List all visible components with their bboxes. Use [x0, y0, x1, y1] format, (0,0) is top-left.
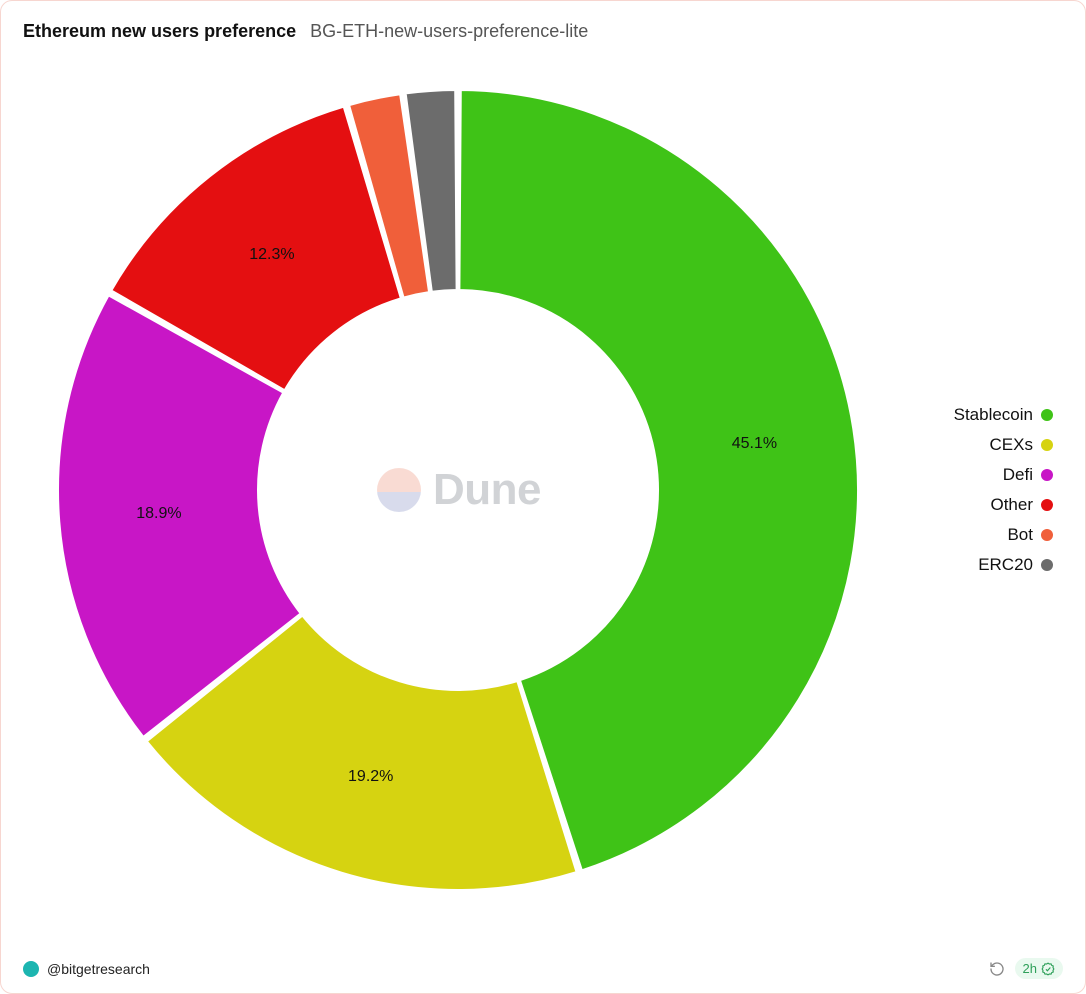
legend-item[interactable]: Bot [901, 525, 1063, 545]
legend-label: Stablecoin [954, 405, 1033, 425]
slice-label: 45.1% [732, 435, 777, 452]
author-avatar-icon [23, 961, 39, 977]
legend-swatch-icon [1041, 529, 1053, 541]
legend-label: Bot [1007, 525, 1033, 545]
card-footer: @bitgetresearch 2h [23, 958, 1063, 979]
legend: Stablecoin CEXs Defi Other Bot ERC20 [893, 405, 1063, 575]
freshness-badge[interactable]: 2h [1015, 958, 1063, 979]
slice-label: 12.3% [249, 246, 294, 263]
legend-swatch-icon [1041, 409, 1053, 421]
check-badge-icon [1041, 962, 1055, 976]
footer-actions: 2h [989, 958, 1063, 979]
legend-swatch-icon [1041, 499, 1053, 511]
freshness-text: 2h [1023, 961, 1037, 976]
slice-label: 18.9% [136, 505, 181, 522]
legend-label: Defi [1003, 465, 1033, 485]
legend-item[interactable]: Other [901, 495, 1063, 515]
donut-svg: 45.1% 19.2% 18.9% 12.3% [28, 60, 888, 920]
legend-swatch-icon [1041, 469, 1053, 481]
legend-label: Other [990, 495, 1033, 515]
chart-subtitle: BG-ETH-new-users-preference-lite [310, 21, 588, 42]
legend-item[interactable]: Defi [901, 465, 1063, 485]
chart-card: Ethereum new users preference BG-ETH-new… [0, 0, 1086, 994]
legend-item[interactable]: ERC20 [901, 555, 1063, 575]
refresh-icon[interactable] [989, 961, 1005, 977]
card-header: Ethereum new users preference BG-ETH-new… [23, 21, 1063, 42]
chart-row: 45.1%19.2%18.9%12.3% Dune StablecoinCEXs… [23, 50, 1063, 930]
legend-item[interactable]: Stablecoin [901, 405, 1063, 425]
legend-swatch-icon [1041, 439, 1053, 451]
slice-label: 19.2% [348, 768, 393, 785]
donut-chart: 45.1%19.2%18.9%12.3% Dune [23, 55, 893, 925]
legend-label: ERC20 [978, 555, 1033, 575]
legend-swatch-icon [1041, 559, 1053, 571]
author-handle: @bitgetresearch [47, 961, 150, 977]
author-link[interactable]: @bitgetresearch [23, 961, 150, 977]
legend-label: CEXs [990, 435, 1033, 455]
chart-title: Ethereum new users preference [23, 21, 296, 42]
legend-item[interactable]: CEXs [901, 435, 1063, 455]
